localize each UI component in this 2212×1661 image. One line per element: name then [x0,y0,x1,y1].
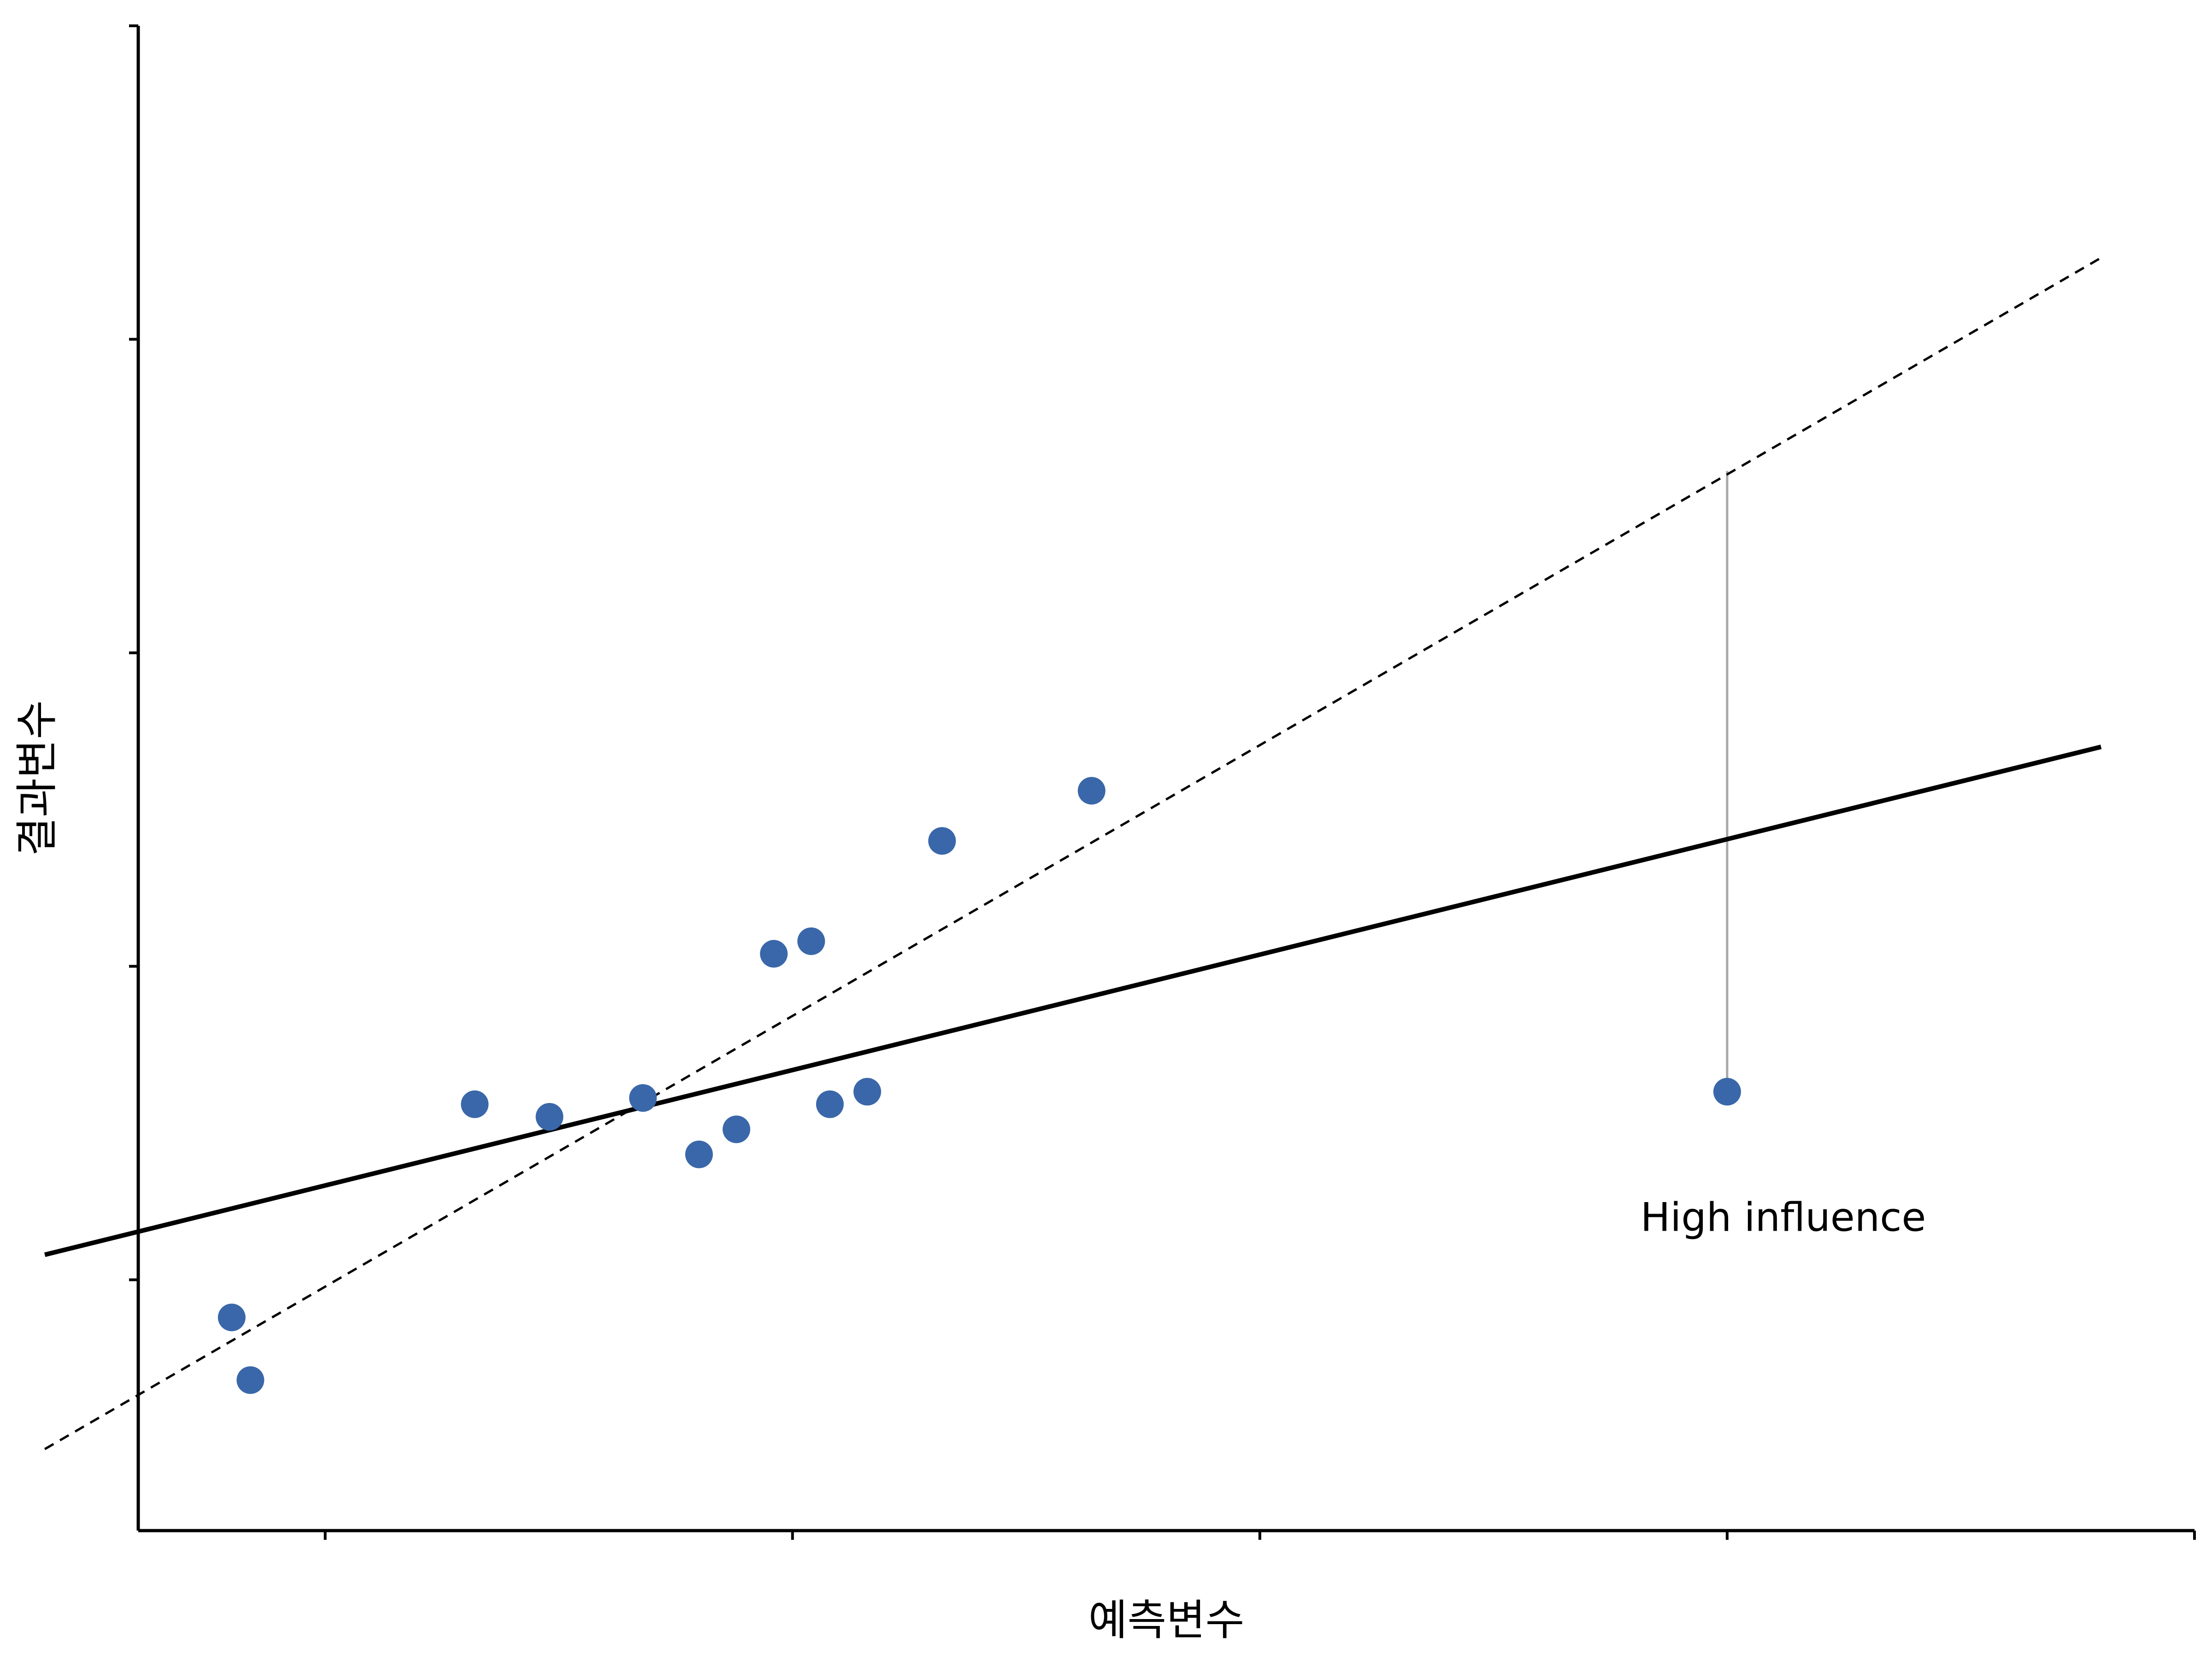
data-point-10 [853,1078,881,1106]
data-point-1 [236,1366,265,1394]
data-point-13 [1713,1078,1741,1106]
data-point-6 [723,1115,751,1144]
data-point-12 [1077,777,1106,805]
data-point-3 [535,1103,564,1131]
regression-lines [44,257,2102,1450]
data-point-0 [218,1303,246,1332]
annotation-high-influence: High influence [1641,1195,1926,1241]
data-points [218,777,1741,1394]
data-point-2 [461,1090,489,1118]
data-point-7 [760,940,788,968]
data-point-11 [928,827,956,855]
dashed-fit-line [44,257,2102,1450]
chart-labels: 예측변수 결과변수 High influence [12,700,1926,1645]
data-point-8 [797,927,825,955]
data-point-5 [685,1140,713,1168]
axes [129,24,2196,1540]
data-point-4 [629,1084,657,1112]
x-axis-label: 예측변수 [1088,1596,1245,1645]
y-axis-label: 결과변수 [12,700,62,857]
solid-fit-line [44,745,2102,1257]
data-point-9 [816,1090,844,1118]
